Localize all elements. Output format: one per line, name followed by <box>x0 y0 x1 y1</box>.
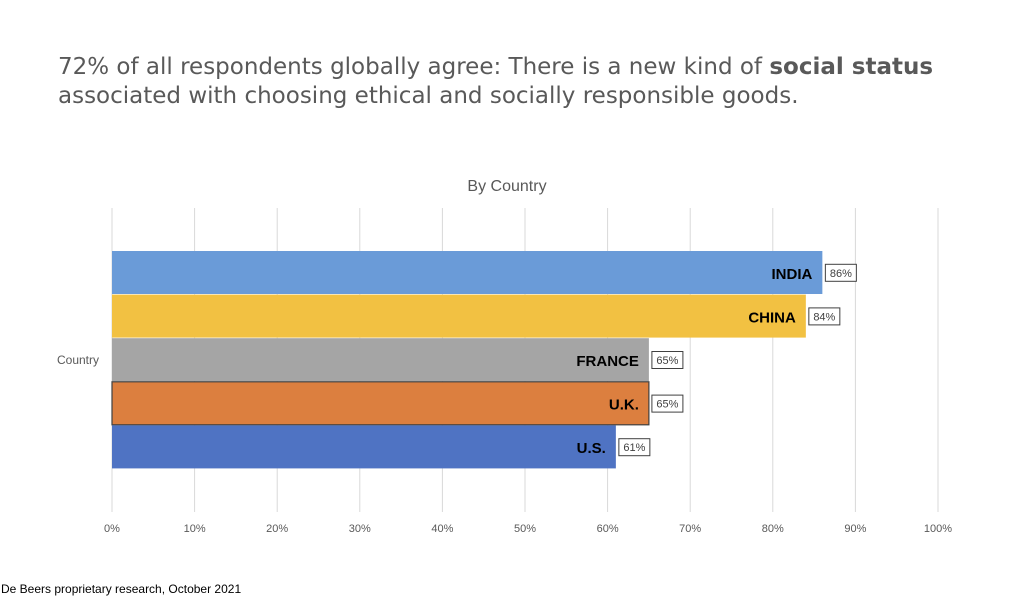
data-label-box <box>824 263 857 282</box>
bar-category-label: U.K. <box>609 397 639 414</box>
headline-bold: social status <box>769 54 934 80</box>
data-label-box <box>808 307 841 326</box>
x-tick-label: 70% <box>679 523 701 535</box>
data-label: 61% <box>623 442 645 454</box>
bar-category-label: FRANCE <box>576 353 639 370</box>
x-tick-label: 100% <box>924 523 952 535</box>
headline-part2: associated with choosing ethical and soc… <box>58 83 799 109</box>
data-label-box <box>651 351 684 369</box>
bar <box>112 425 616 469</box>
x-tick-label: 60% <box>597 523 619 535</box>
data-label-box <box>618 438 651 457</box>
bar-category-label: CHINA <box>748 309 796 326</box>
bar-group: U.K. 65% <box>111 381 684 426</box>
x-tick-label: 20% <box>266 523 288 535</box>
source-note: De Beers proprietary research, October 2… <box>1 582 242 596</box>
bar <box>111 381 650 426</box>
x-tick-label: 10% <box>184 523 206 535</box>
chart-title: By Country <box>467 178 546 195</box>
headline: 72% of all respondents globally agree: T… <box>58 53 998 111</box>
bars: INDIA 86% CHINA 84% FRANCE 65% U.K. 65% U.S. 61% <box>111 251 857 469</box>
bar <box>112 251 823 294</box>
x-tick-label: 90% <box>844 523 866 535</box>
category-axis-label: Country <box>57 353 99 367</box>
x-tick-label: 80% <box>762 523 784 535</box>
bar <box>112 338 649 382</box>
x-axis-ticks: 0% 10% 20% 30% 40% 50% 60% 70% 80% 90% 100% <box>104 523 952 535</box>
x-tick-label: 50% <box>514 523 536 535</box>
bar-category-label: INDIA <box>772 266 813 283</box>
bar-group: FRANCE 65% <box>112 338 684 382</box>
bar <box>112 294 806 338</box>
bar-group: CHINA 84% <box>112 294 841 338</box>
data-label: 65% <box>656 355 678 367</box>
data-label: 84% <box>813 311 835 323</box>
data-label: 86% <box>830 268 852 280</box>
data-label-box <box>651 394 684 413</box>
bar-group: U.S. 61% <box>112 425 651 469</box>
bar-group: INDIA 86% <box>112 251 857 294</box>
data-label: 65% <box>656 399 678 411</box>
bar-category-label: U.S. <box>577 440 606 457</box>
x-tick-label: 40% <box>431 523 453 535</box>
headline-part1: 72% of all respondents globally agree: T… <box>58 54 770 80</box>
x-tick-label: 0% <box>104 523 120 535</box>
x-tick-label: 30% <box>349 523 371 535</box>
